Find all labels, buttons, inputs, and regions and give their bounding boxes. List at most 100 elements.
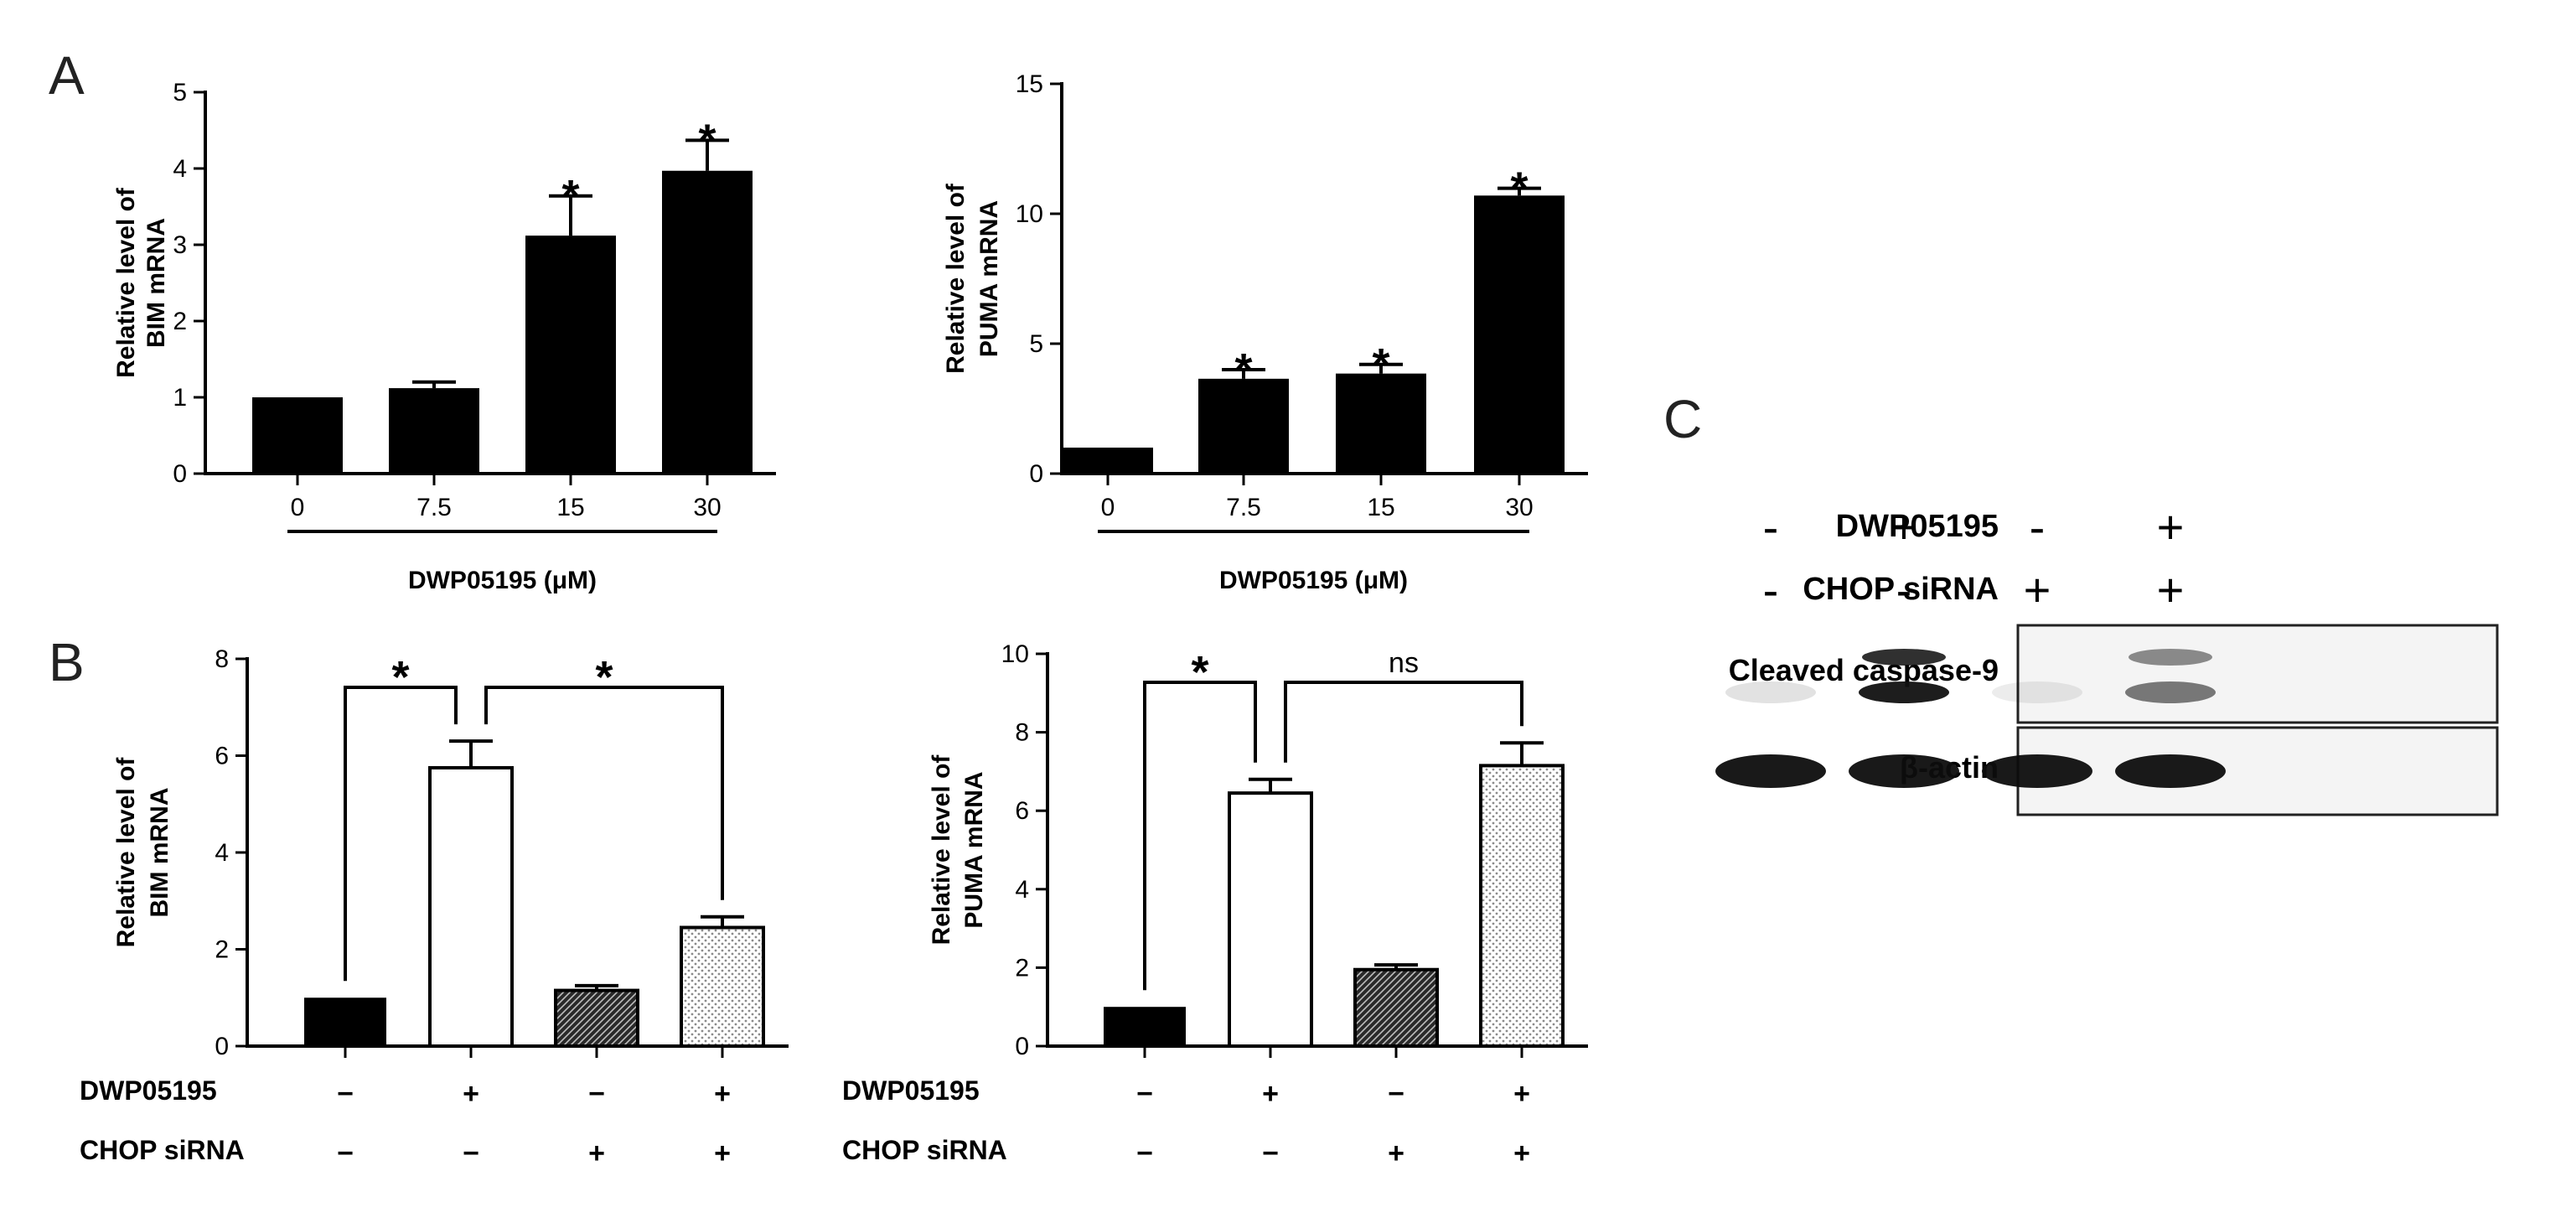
y-tick-label: 0 [173,460,187,488]
bar [1479,764,1565,1048]
significance-star: * [561,171,579,221]
blot-condition-sign: + [2024,563,2051,616]
x-tick-label: 7.5 [1226,494,1261,521]
significance-bracket [1284,681,1523,763]
y-tick-label: 8 [215,645,229,673]
y-tick-label: 6 [1015,797,1029,825]
significance-star: * [1372,339,1389,390]
blot-band [1992,681,2082,703]
y-tick-label: 1 [173,384,187,412]
bar-chart-a-puma: 0 5 10 15 Relative level of PUMA mRNA 0 7.5 * 15 *… [942,70,1588,594]
condition-sign: + [463,1078,479,1110]
significance-star: * [698,115,716,165]
x-tick-label: 7.5 [416,494,452,521]
bar [389,388,479,474]
y-tick-label: 8 [1015,719,1029,747]
x-axis-label: DWP05195 (μM) [1219,567,1408,594]
blot-condition-sign: + [2157,500,2185,553]
y-tick-label: 10 [1016,200,1043,228]
y-axis-label: Relative level of [942,183,970,374]
significance-label: * [1191,647,1208,697]
y-axis-label: Relative level of [112,187,140,378]
x-tick-label: 30 [1505,494,1533,521]
blot-band [2129,649,2212,666]
bar [1198,378,1289,474]
blot-strip [2016,624,2499,724]
significance-bracket [344,686,458,982]
y-tick-label: 5 [1029,330,1043,358]
significance-star: * [1234,345,1252,395]
y-tick-label: 0 [215,1033,229,1060]
significance-label: * [391,652,409,702]
blot-strip [2016,726,2499,816]
panel-label-a: A [49,45,85,106]
blot-band [1725,681,1816,703]
y-axis-label: PUMA mRNA [975,200,1003,357]
bar [525,236,616,474]
blot-band [1859,681,1949,703]
condition-sign: − [463,1137,479,1169]
significance-bracket [1143,681,1257,991]
y-tick-label: 6 [215,743,229,770]
bar [680,925,765,1048]
x-tick-label: 0 [291,494,305,521]
condition-sign: − [337,1078,354,1110]
blot-condition-sign: - [2030,500,2046,553]
significance-bracket [484,686,724,900]
condition-sign: − [337,1137,354,1169]
bar [428,765,514,1048]
y-tick-label: 5 [173,79,187,106]
blot-band [1849,754,1959,788]
y-tick-label: 15 [1016,70,1043,98]
y-tick-label: 4 [173,155,187,183]
y-tick-label: 4 [1015,876,1029,904]
blot-band [1982,754,2092,788]
bar [1104,1007,1186,1046]
y-axis-label: BIM mRNA [146,788,173,918]
condition-sign: − [1136,1078,1153,1110]
significance-star: * [1510,163,1528,214]
y-tick-label: 0 [1015,1033,1029,1060]
y-tick-label: 10 [1001,640,1029,668]
bar [252,397,343,474]
y-tick-label: 0 [1029,460,1043,488]
condition-sign: + [1513,1137,1530,1169]
x-tick-label: 30 [693,494,721,521]
x-tick-label: 0 [1101,494,1115,521]
y-tick-label: 4 [215,839,229,867]
y-axis-label: Relative level of [928,754,955,946]
condition-sign: − [1262,1137,1279,1169]
blot-condition-label: CHOP siRNA [1803,572,1999,607]
blot-condition-sign: - [1763,563,1779,616]
condition-sign: + [588,1137,605,1169]
condition-label: CHOP siRNA [842,1135,1007,1165]
condition-label: DWP05195 [842,1075,980,1106]
bar [662,170,753,474]
bar [1063,448,1153,474]
significance-label: ns [1389,647,1419,679]
bar [1474,195,1565,474]
y-tick-label: 2 [173,308,187,335]
y-axis-label: BIM mRNA [142,218,170,348]
x-axis-label: DWP05195 (μM) [408,567,597,594]
y-tick-label: 2 [1015,954,1029,982]
y-tick-label: 2 [215,936,229,964]
condition-label: CHOP siRNA [80,1135,245,1165]
condition-label: DWP05195 [80,1075,217,1106]
bar [1353,967,1439,1048]
blot-condition-sign: - [1763,500,1779,553]
blot-condition-sign: - [1896,563,1912,616]
panel-label-b: B [49,632,85,692]
blot-band [1715,754,1826,788]
blot-condition-sign: + [1891,500,1918,553]
condition-sign: + [1513,1078,1530,1110]
y-tick-label: 3 [173,231,187,259]
condition-sign: + [714,1137,731,1169]
condition-sign: − [1136,1137,1153,1169]
significance-label: * [595,652,613,702]
western-blot: DWP05195- + - +CHOP siRNA- - + +Cleaved caspas… [1715,500,2499,816]
condition-sign: − [1388,1078,1404,1110]
bar-chart-b-puma: 0 2 4 6 8 10 Relative level of PUMA mRNA DWP0519… [842,640,1588,1169]
bar-chart-a-bim: 0 1 2 3 4 5 Relative level of BIM mRNA 0 7.5 15 * 30… [112,79,776,594]
